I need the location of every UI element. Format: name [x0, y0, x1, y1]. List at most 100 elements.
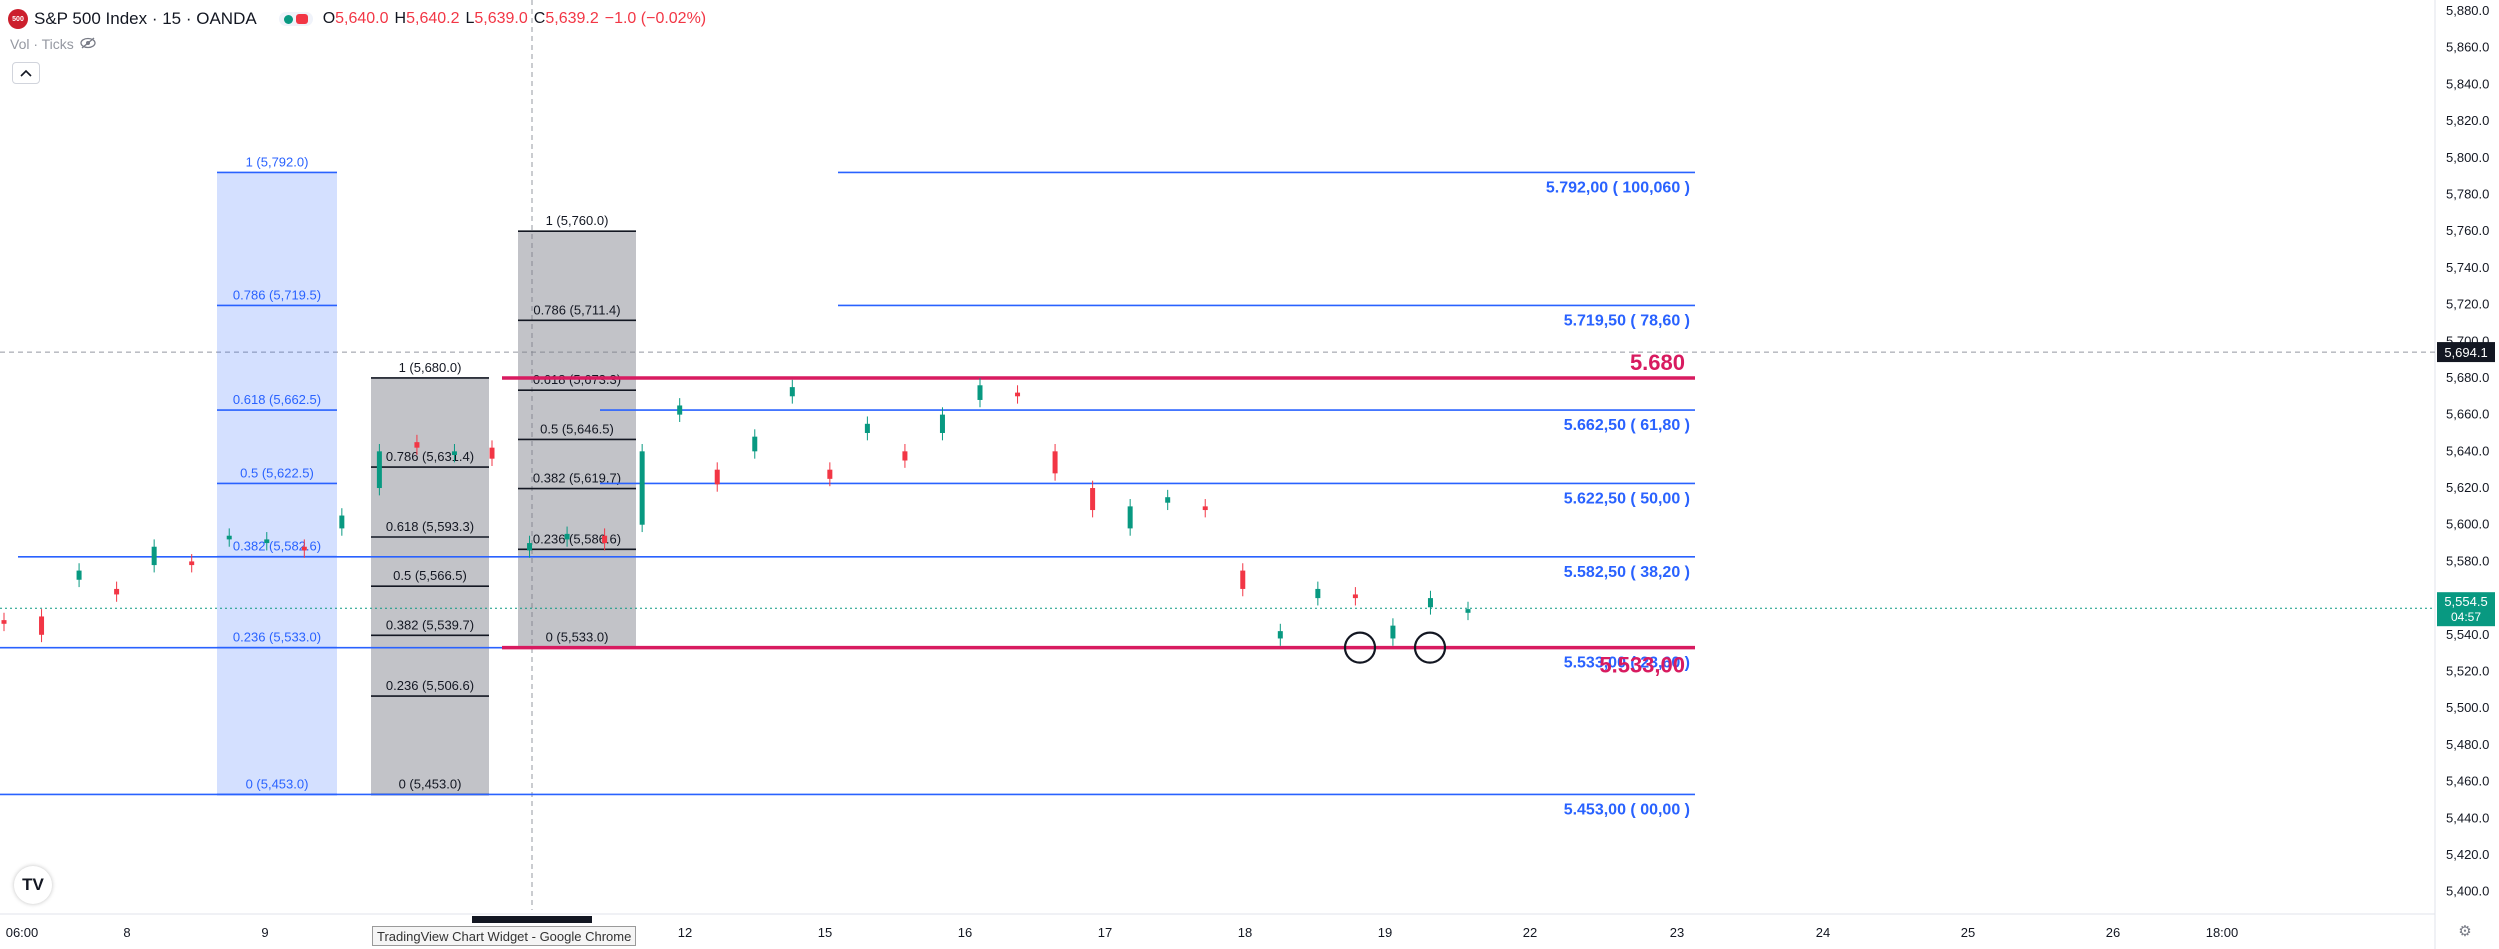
candle-body: [376, 451, 382, 489]
candle-body: [1015, 392, 1021, 397]
collapse-legend-button[interactable]: [12, 62, 40, 84]
key-level-label: 5.680: [1630, 350, 1685, 375]
crosshair-price-label: 5,694.1: [2444, 345, 2487, 360]
x-tick-label: 19: [1378, 925, 1392, 940]
y-tick-label: 5,480.0: [2446, 737, 2489, 752]
y-tick-label: 5,520.0: [2446, 663, 2489, 678]
volume-label: Vol · Ticks: [10, 36, 74, 52]
candle-body: [1090, 488, 1096, 511]
symbol-title[interactable]: S&P 500 Index · 15 · OANDA: [34, 9, 257, 28]
x-tick-label: 8: [123, 925, 130, 940]
ohlc-low-key: L: [465, 10, 475, 27]
market-open-icon: [283, 14, 293, 24]
candle-body: [1165, 497, 1171, 503]
y-tick-label: 5,420.0: [2446, 847, 2489, 862]
tradingview-logo[interactable]: TV: [14, 866, 52, 904]
horizontal-level-label: 5.719,50 ( 78,60 ): [1564, 312, 1690, 329]
symbol-logo: 500: [8, 9, 28, 29]
y-tick-label: 5,440.0: [2446, 810, 2489, 825]
x-tick-label: 12: [678, 925, 692, 940]
ohlc-high-key: H: [394, 10, 407, 27]
y-tick-label: 5,860.0: [2446, 40, 2489, 55]
fib-level-label: 0 (5,453.0): [399, 776, 462, 791]
fib-level-label: 1 (5,680.0): [399, 360, 462, 375]
y-tick-label: 5,400.0: [2446, 884, 2489, 899]
candle-body: [714, 469, 720, 485]
candle-body: [151, 546, 157, 566]
y-tick-label: 5,580.0: [2446, 553, 2489, 568]
fib-level-label: 1 (5,792.0): [246, 154, 309, 169]
y-tick-label: 5,760.0: [2446, 223, 2489, 238]
x-tick-label: 9: [261, 925, 268, 940]
candle-body: [189, 561, 195, 566]
y-tick-label: 5,680.0: [2446, 370, 2489, 385]
y-tick-label: 5,840.0: [2446, 76, 2489, 91]
candle-body: [1127, 506, 1133, 529]
fib-level-label: 0.618 (5,673.3): [533, 372, 621, 387]
time-range-highlight: [472, 916, 592, 923]
horizontal-level-label: 5.662,50 ( 61,80 ): [1564, 417, 1690, 434]
fib-level-label: 1 (5,760.0): [546, 213, 609, 228]
fib-level-label: 0.5 (5,566.5): [393, 568, 467, 583]
candle-body: [1277, 631, 1283, 639]
candle-body: [114, 588, 120, 595]
horizontal-level-label: 5.622,50 ( 50,00 ): [1564, 490, 1690, 507]
candle-body: [226, 535, 232, 540]
candle-body: [639, 451, 645, 525]
fib-level-label: 0.382 (5,539.7): [386, 617, 474, 632]
horizontal-level-label: 5.533,00 ( 23,60 ): [1564, 655, 1690, 672]
fib-level-label: 0.618 (5,662.5): [233, 392, 321, 407]
data-delay-icon: [295, 14, 308, 24]
horizontal-level-label: 5.453,00 ( 00,00 ): [1564, 801, 1690, 818]
y-tick-label: 5,720.0: [2446, 297, 2489, 312]
fib-level-label: 0.236 (5,586.6): [533, 531, 621, 546]
ohlc-low-value: 5,639.0: [474, 10, 528, 27]
x-tick-label: 16: [958, 925, 972, 940]
candle-body: [827, 469, 833, 479]
chevron-up-icon: [20, 66, 32, 80]
volume-indicator-label[interactable]: Vol · Ticks: [10, 36, 96, 52]
ohlc-close-value: 5,639.2: [545, 10, 599, 27]
y-tick-label: 5,740.0: [2446, 260, 2489, 275]
fib-level-label: 0.382 (5,619.7): [533, 471, 621, 486]
status-pill[interactable]: [278, 12, 313, 26]
fib-level-label: 0.786 (5,711.4): [533, 302, 620, 317]
y-tick-label: 5,460.0: [2446, 774, 2489, 789]
fib-level-label: 0.5 (5,622.5): [240, 465, 314, 480]
y-tick-label: 5,600.0: [2446, 517, 2489, 532]
candle-body: [1352, 594, 1358, 599]
candle-body: [1390, 625, 1396, 639]
y-tick-label: 5,660.0: [2446, 407, 2489, 422]
gear-icon[interactable]: ⚙: [2458, 923, 2472, 940]
x-tick-label: 17: [1098, 925, 1112, 940]
candle-body: [1052, 451, 1058, 474]
candle-body: [451, 451, 457, 455]
y-tick-label: 5,640.0: [2446, 443, 2489, 458]
x-tick-label: 06:00: [6, 925, 39, 940]
fib-level-label: 0 (5,533.0): [546, 630, 609, 645]
x-tick-label: 18:00: [2206, 925, 2239, 940]
y-tick-label: 5,880.0: [2446, 3, 2489, 18]
candle-body: [864, 423, 870, 433]
y-tick-label: 5,780.0: [2446, 186, 2489, 201]
y-tick-label: 5,620.0: [2446, 480, 2489, 495]
marked-low-circle: [1413, 631, 1447, 664]
candle-body: [39, 616, 45, 635]
y-tick-label: 5,820.0: [2446, 113, 2489, 128]
x-tick-label: 25: [1961, 925, 1975, 940]
fib-level-label: 0.236 (5,533.0): [233, 630, 321, 645]
y-tick-label: 5,540.0: [2446, 627, 2489, 642]
candle-body: [564, 533, 570, 540]
price-change: −1.0 (−0.02%): [604, 10, 707, 27]
fib-level-label: 0.5 (5,646.5): [540, 421, 614, 436]
candle-body: [789, 387, 795, 397]
candle-body: [902, 451, 908, 461]
ohlc-close-key: C: [533, 10, 546, 27]
ohlc-high-value: 5,640.2: [406, 10, 460, 27]
candle-body: [1465, 609, 1471, 613]
fib-level-label: 0.236 (5,506.6): [386, 678, 474, 693]
ohlc-open-key: O: [322, 10, 336, 27]
eye-crossed-icon[interactable]: [80, 36, 96, 52]
chart-legend: 500 S&P 500 Index · 15 · OANDA O 5,640.0…: [8, 8, 712, 30]
